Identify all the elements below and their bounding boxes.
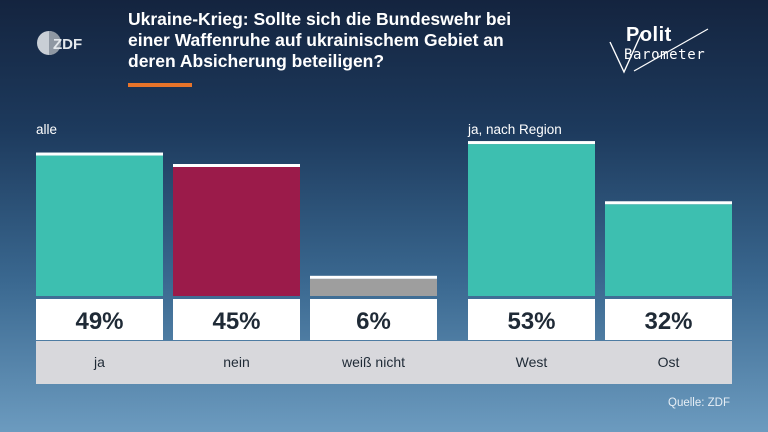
bar-top-line-nein [173,164,300,167]
title-accent-rule [128,83,192,87]
value-box-ost [605,299,732,340]
politbarometer-line2: Barometer [624,47,706,63]
category-label-ja: ja [93,354,105,370]
bar-top-line-weiß-nicht [310,275,437,279]
bar-top-line-ja [36,152,163,156]
zdf-logo: ZDF [37,31,82,55]
politbarometer-logo: Polit Barometer [606,24,716,80]
source-note: Quelle: ZDF [668,397,730,409]
category-label-nein: nein [223,354,249,370]
bar-top-line-ost [605,201,732,205]
group-label-alle: alle [36,122,58,137]
value-label-nein: 45% [212,308,260,335]
category-label-west: West [516,354,548,370]
value-box-west [468,299,595,340]
bar-weiß-nicht [310,278,437,296]
politbarometer-line1: Polit [626,24,672,46]
bar-ost [605,204,732,296]
bar-ja [36,155,163,296]
zdf-logo-text: ZDF [53,36,82,53]
value-box-weiß-nicht [310,299,437,340]
value-label-ost: 32% [644,308,692,335]
value-box-nein [173,299,300,340]
value-label-west: 53% [507,308,555,335]
value-label-weiß-nicht: 6% [356,308,391,335]
bar-nein [173,167,300,296]
chart-title: Ukraine-Krieg: Sollte sich die Bundesweh… [128,9,512,71]
group-label-region: ja, nach Region [468,122,562,137]
category-label-weiß-nicht: weiß nicht [341,354,405,370]
category-label-ost: Ost [658,354,680,370]
category-label-strip [36,341,732,384]
bar-west [468,144,595,296]
value-label-ja: 49% [75,308,123,335]
bar-top-line-west [468,141,595,145]
value-box-ja [36,299,163,340]
